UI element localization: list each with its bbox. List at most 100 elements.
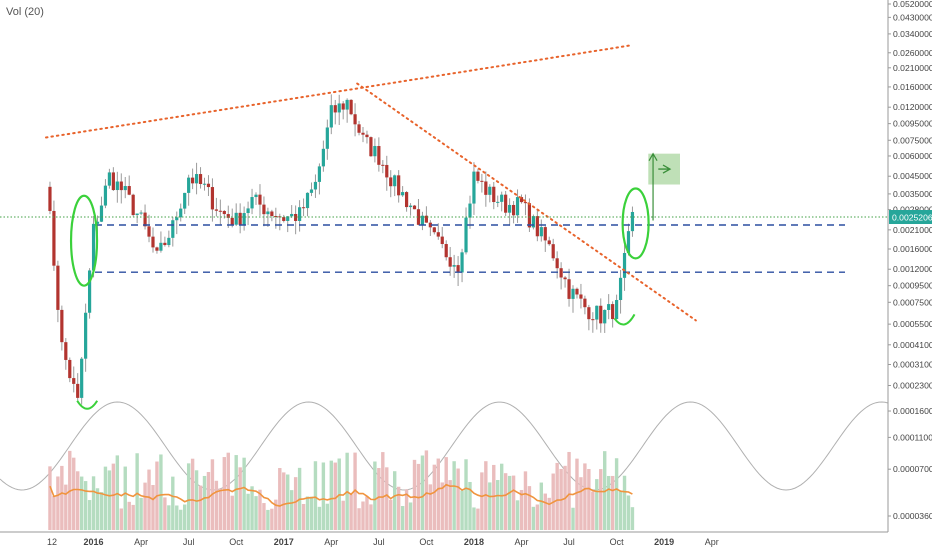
volume-bar xyxy=(325,503,330,530)
x-tick-label: 2019 xyxy=(654,537,674,547)
x-tick-label: 2017 xyxy=(274,537,294,547)
candle-body xyxy=(515,197,520,216)
volume-bar xyxy=(135,453,139,530)
candle-body xyxy=(270,211,274,216)
x-tick-label: Jul xyxy=(373,537,385,547)
candle-body xyxy=(99,205,104,222)
candle-body xyxy=(246,208,250,214)
volume-bar xyxy=(293,477,298,530)
volume-bar xyxy=(579,477,583,530)
candle-body xyxy=(468,203,472,218)
candle-body xyxy=(175,217,179,221)
candle-body xyxy=(103,185,108,206)
volume-bar xyxy=(194,470,199,530)
candle-body xyxy=(460,252,464,273)
upward-arrow xyxy=(648,152,658,221)
resistance-trendline-1 xyxy=(45,44,634,139)
volume-bar xyxy=(523,471,528,530)
x-tick-label: Apr xyxy=(705,537,719,547)
candle-body xyxy=(64,342,68,360)
volume-bar xyxy=(289,490,294,530)
x-tick-label: Oct xyxy=(610,537,625,547)
candle-body xyxy=(373,146,377,157)
volume-bar xyxy=(250,486,254,530)
volume-bar xyxy=(309,496,314,530)
candle-body xyxy=(210,187,215,210)
candle-body xyxy=(321,148,325,167)
candle-body xyxy=(440,236,444,245)
volume-bar xyxy=(480,472,484,530)
volume-bar xyxy=(282,472,286,530)
volume-bar xyxy=(95,488,100,530)
volume-bar xyxy=(79,476,84,530)
candle-body xyxy=(389,177,393,187)
x-tick-label: Jul xyxy=(183,537,195,547)
candle-body xyxy=(575,288,579,295)
candles-group xyxy=(48,94,635,405)
candle-body xyxy=(159,242,163,251)
candle-body xyxy=(535,216,539,237)
volume-bar xyxy=(238,467,242,530)
candle-body xyxy=(317,166,322,182)
volume-bar xyxy=(408,502,413,530)
candle-body xyxy=(250,197,254,209)
candle-body xyxy=(254,194,258,198)
volume-bar xyxy=(242,457,246,530)
volume-bar xyxy=(266,509,270,530)
volume-bar xyxy=(52,495,56,530)
candle-body xyxy=(595,305,599,320)
volume-bar xyxy=(591,491,595,530)
volume-bar xyxy=(377,467,381,530)
candle-body xyxy=(206,183,211,188)
candle-body xyxy=(187,177,191,193)
candle-body xyxy=(234,212,238,225)
candle-body xyxy=(127,186,131,195)
x-tick-label: Jul xyxy=(563,537,575,547)
volume-bar xyxy=(614,458,619,530)
volume-bar xyxy=(83,481,88,530)
volume-bar xyxy=(167,505,171,530)
volume-bar xyxy=(385,467,389,530)
volume-bar xyxy=(456,468,460,530)
volume-bar xyxy=(60,465,64,530)
volume-bar xyxy=(365,496,369,530)
candle-body xyxy=(345,99,349,110)
candle-body xyxy=(488,186,492,195)
candle-body xyxy=(476,171,480,181)
candle-body xyxy=(464,217,468,253)
candle-body xyxy=(179,208,183,218)
cycle-sine-curve xyxy=(0,401,889,491)
volume-bar xyxy=(527,486,532,530)
candle-body xyxy=(301,207,306,209)
candle-body xyxy=(583,298,587,308)
volume-bar xyxy=(48,466,52,530)
volume-bar xyxy=(595,479,599,530)
candle-body xyxy=(365,134,369,138)
volume-bar xyxy=(286,474,290,530)
candle-body xyxy=(607,304,611,310)
candle-body xyxy=(60,309,64,343)
candle-body xyxy=(401,192,405,196)
last-price-label: 0.00252063 xyxy=(892,213,932,223)
candle-body xyxy=(123,186,127,191)
volume-bar xyxy=(151,485,155,530)
volume-bar xyxy=(432,464,437,530)
volume-bar xyxy=(234,455,238,530)
highlight-ellipse-1 xyxy=(69,194,99,287)
candle-body xyxy=(523,202,528,204)
volume-bar xyxy=(373,461,377,530)
candle-body xyxy=(135,213,139,216)
x-tick-label: 12 xyxy=(47,537,57,547)
volume-indicator-label[interactable]: Vol (20) xyxy=(6,6,44,18)
candle-body xyxy=(91,223,96,271)
volume-bar xyxy=(630,507,635,530)
volume-bar xyxy=(143,482,147,530)
candle-body xyxy=(543,227,547,241)
